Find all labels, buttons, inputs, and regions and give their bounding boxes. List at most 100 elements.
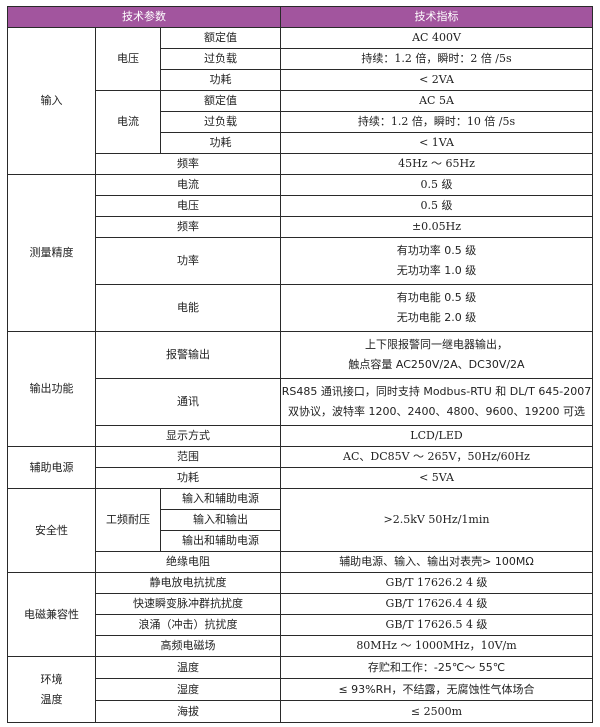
group-accuracy: 测量精度 [7, 174, 96, 332]
param-cell: 功耗 [160, 132, 281, 154]
param-cell: 频率 [95, 153, 281, 175]
param-cell: 电流 [95, 174, 281, 196]
value-cell: 0.5 级 [280, 195, 593, 217]
value-cell: 辅助电源、输入、输出对表壳> 100MΩ [280, 551, 593, 573]
value-cell: ±0.05Hz [280, 216, 593, 238]
param-cell: 高频电磁场 [95, 635, 281, 657]
param-cell: 过负载 [160, 111, 281, 133]
value-cell: ≤ 93%RH，不结露，无腐蚀性气体场合 [280, 678, 593, 701]
header-row: 技术参数 技术指标 [7, 6, 593, 28]
value-cell: 45Hz ～ 65Hz [280, 153, 593, 175]
table-row: 显示方式 LCD/LED [8, 425, 593, 447]
group-input: 输入 [7, 27, 96, 175]
table-row: 浪涌（冲击）抗扰度 GB/T 17626.5 4 级 [8, 614, 593, 636]
value-cell: 持续：1.2 倍，瞬时：2 倍 /5s [280, 48, 593, 70]
value-cell: 存贮和工作：-25℃～ 55℃ [280, 656, 593, 679]
table-row: 功率 有功功率 0.5 级无功功率 1.0 级 [8, 237, 593, 285]
value-cell: AC、DC85V ～ 265V，50Hz/60Hz [280, 446, 593, 468]
param-cell: 静电放电抗扰度 [95, 572, 281, 594]
table-row: 输出和辅助电源 [8, 530, 593, 552]
table-row: 输入 电压 额定值 AC 400V [7, 27, 593, 175]
table-row: 电磁兼容性 静电放电抗扰度 GB/T 17626.2 4 级 [7, 572, 593, 657]
subgroup-withstand: 工频耐压 [95, 488, 161, 552]
value-cell: ≤ 2500m [280, 700, 593, 723]
param-cell: 显示方式 [95, 425, 281, 447]
param-cell: 功率 [95, 237, 281, 285]
table-row: 电压 0.5 级 [8, 195, 593, 217]
subgroup-current: 电流 [95, 90, 161, 154]
table-row: 环境 温度 温度 存贮和工作：-25℃～ 55℃ [7, 656, 593, 723]
value-cell: 上下限报警同一继电器输出， 触点容量 AC250V/2A、DC30V/2A [280, 331, 593, 379]
table-row: 测量精度 电流 0.5 级 [7, 174, 593, 332]
param-cell: 海拔 [95, 700, 281, 723]
table-row: 辅助电源 范围 AC、DC85V ～ 265V，50Hz/60Hz [7, 446, 593, 489]
value-line: 双协议，波特率 1200、2400、4800、9600、19200 可选 [288, 405, 585, 418]
spec-table: 技术参数 技术指标 输入 电压 额定值 AC 400V 过负载 持续：1.2 倍，… [7, 6, 593, 723]
table-row: 海拔 ≤ 2500m [8, 700, 593, 723]
table-row: 频率 45Hz ～ 65Hz [8, 153, 593, 175]
param-cell: 功耗 [95, 467, 281, 489]
value-cell: < 2VA [280, 69, 593, 91]
value-cell: AC 400V [280, 27, 593, 49]
table-row: 功耗 < 5VA [8, 467, 593, 489]
value-cell: LCD/LED [280, 425, 593, 447]
group-emc: 电磁兼容性 [7, 572, 96, 657]
value-cell: 持续：1.2 倍，瞬时：10 倍 /5s [280, 111, 593, 133]
table-row: 高频电磁场 80MHz ～ 1000MHz，10V/m [8, 635, 593, 657]
value-line: 有功电能 0.5 级 [396, 291, 477, 304]
value-cell: 有功功率 0.5 级无功功率 1.0 级 [280, 237, 593, 285]
param-cell: 额定值 [160, 90, 281, 112]
param-cell: 报警输出 [95, 331, 281, 379]
param-cell: 温度 [95, 656, 281, 679]
table-row: 绝缘电阻 辅助电源、输入、输出对表壳> 100MΩ [8, 551, 593, 573]
param-cell: 电能 [95, 284, 281, 332]
table-row: 湿度 ≤ 93%RH，不结露，无腐蚀性气体场合 [8, 678, 593, 701]
group-label-line: 温度 [40, 692, 63, 706]
value-line: 上下限报警同一继电器输出， [365, 338, 508, 351]
table-row: 通讯 RS485 通讯接口，同时支持 Modbus-RTU 和 DL/T 645… [8, 378, 593, 426]
param-header: 技术参数 [7, 6, 281, 28]
value-line: RS485 通讯接口，同时支持 Modbus-RTU 和 DL/T 645-20… [281, 385, 592, 398]
param-cell: 通讯 [95, 378, 281, 426]
param-cell: 功耗 [160, 69, 281, 91]
group-output: 输出功能 [7, 331, 96, 447]
table-row: 过负载 持续：1.2 倍，瞬时：10 倍 /5s [8, 111, 593, 133]
value-cell: 有功电能 0.5 级无功电能 2.0 级 [280, 284, 593, 332]
value-cell: < 1VA [280, 132, 593, 154]
subgroup-voltage: 电压 [95, 27, 161, 91]
table-row: 快速瞬变脉冲群抗扰度 GB/T 17626.4 4 级 [8, 593, 593, 615]
param-cell: 范围 [95, 446, 281, 468]
param-cell: 浪涌（冲击）抗扰度 [95, 614, 281, 636]
spec-header: 技术指标 [280, 6, 593, 28]
table-row: 电能 有功电能 0.5 级无功电能 2.0 级 [8, 284, 593, 332]
value-cell: 0.5 级 [280, 174, 593, 196]
param-cell: 绝缘电阻 [95, 551, 281, 573]
param-cell: 电压 [95, 195, 281, 217]
value-line: 无功电能 2.0 级 [396, 311, 477, 324]
value-line: 触点容量 AC250V/2A、DC30V/2A [348, 358, 525, 371]
value-cell: 80MHz ～ 1000MHz，10V/m [280, 635, 593, 657]
group-aux: 辅助电源 [7, 446, 96, 489]
value-cell: GB/T 17626.5 4 级 [280, 614, 593, 636]
param-cell: 过负载 [160, 48, 281, 70]
table-row: 安全性 工频耐压 输入和辅助电源 >2.5kV 50Hz/1min [7, 488, 593, 573]
group-safety: 安全性 [7, 488, 96, 573]
value-cell: RS485 通讯接口，同时支持 Modbus-RTU 和 DL/T 645-20… [280, 378, 593, 426]
param-cell: 输入和辅助电源 [160, 488, 281, 510]
value-cell: >2.5kV 50Hz/1min [280, 488, 593, 552]
table-row: 输入和输出 [8, 509, 593, 531]
group-label-line: 环境 [40, 672, 63, 686]
table-row: 电流 额定值 AC 5A [8, 90, 593, 154]
group-env: 环境 温度 [7, 656, 96, 723]
param-cell: 湿度 [95, 678, 281, 701]
value-cell: < 5VA [280, 467, 593, 489]
table-row: 频率 ±0.05Hz [8, 216, 593, 238]
table-row: 输出功能 报警输出 上下限报警同一继电器输出， 触点容量 AC250V/2A、DC… [7, 331, 593, 447]
param-cell: 额定值 [160, 27, 281, 49]
param-cell: 输出和辅助电源 [160, 530, 281, 552]
param-cell: 频率 [95, 216, 281, 238]
value-line: 无功功率 1.0 级 [396, 264, 477, 277]
value-cell: GB/T 17626.4 4 级 [280, 593, 593, 615]
value-cell: GB/T 17626.2 4 级 [280, 572, 593, 594]
value-line: 有功功率 0.5 级 [396, 244, 477, 257]
